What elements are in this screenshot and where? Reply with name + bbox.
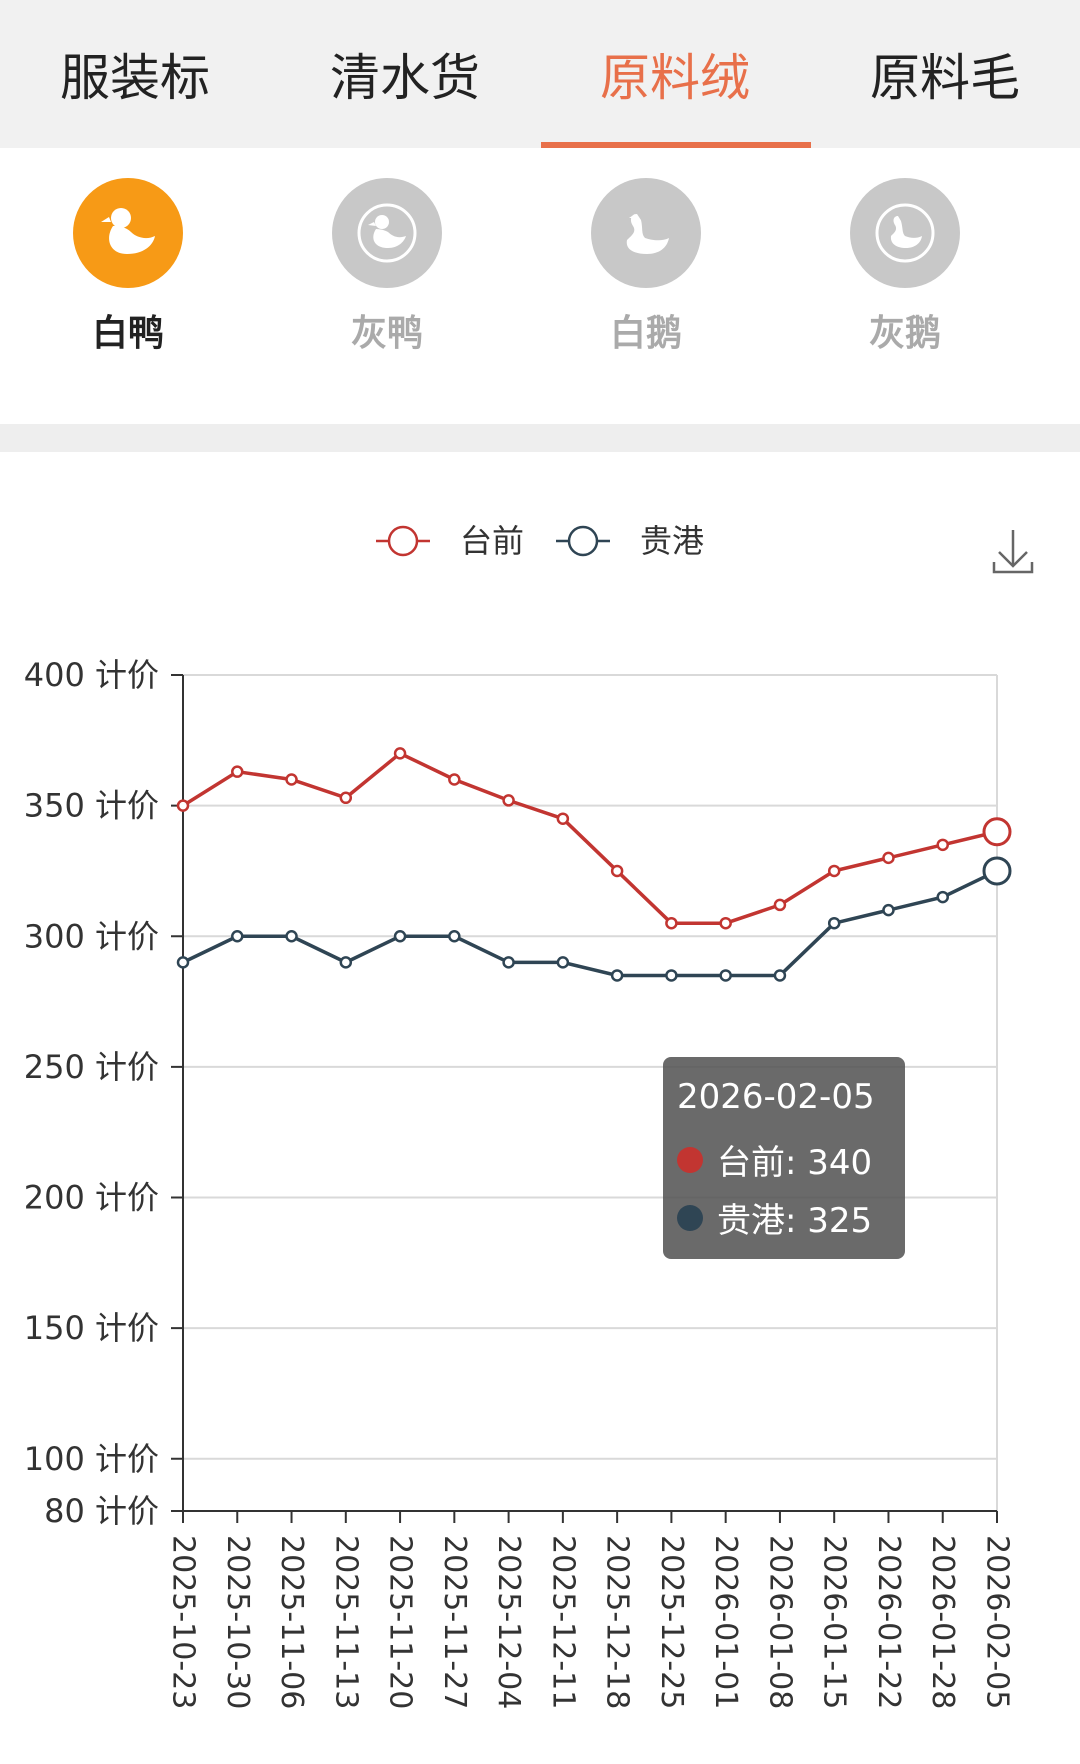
goose-icon [591, 178, 701, 288]
x-tick-label: 2025-12-25 [654, 1535, 689, 1709]
category-grey-duck[interactable]: 灰鸭 [307, 178, 467, 356]
y-tick-label: 80 计价 [44, 1492, 159, 1530]
y-tick-label: 150 计价 [24, 1309, 159, 1347]
data-point [827, 864, 841, 878]
category-label: 灰鹅 [868, 313, 941, 354]
series-dot [677, 1146, 703, 1173]
category-white-duck[interactable]: 白鸭 [48, 178, 208, 356]
data-point [502, 956, 515, 969]
category-label: 白鹅 [609, 313, 682, 354]
legend-item-series-2[interactable]: 贵港 [556, 522, 704, 560]
data-point [393, 930, 407, 943]
data-point [176, 956, 190, 969]
category-white-goose[interactable]: 白鹅 [566, 178, 726, 356]
data-point [448, 773, 461, 786]
legend[interactable]: 台前 贵港 [376, 522, 704, 560]
x-tick-label: 2025-12-11 [545, 1535, 580, 1709]
data-point [773, 898, 787, 912]
y-tick-label: 400 计价 [24, 656, 159, 694]
x-tick-label: 2025-11-06 [274, 1535, 309, 1709]
data-point [285, 773, 298, 786]
data-point [393, 747, 407, 760]
y-tick-label: 100 计价 [24, 1440, 159, 1478]
data-point [556, 812, 570, 825]
legend-label: 贵港 [640, 522, 704, 560]
data-point [231, 930, 244, 943]
data-point [936, 838, 949, 852]
x-tick-label: 2026-01-15 [817, 1535, 852, 1709]
x-tick-label: 2025-11-27 [437, 1535, 472, 1709]
data-point [882, 851, 895, 865]
series-line [182, 751, 998, 925]
data-point [556, 956, 570, 969]
chart-tooltip: 2026-02-05 台前: 340 贵港: 325 [663, 1057, 905, 1259]
y-tick-label: 300 计价 [24, 917, 159, 955]
active-tab-indicator [541, 142, 811, 148]
legend-item-series-1[interactable]: 台前 [376, 522, 524, 560]
y-tick-label: 250 计价 [24, 1048, 159, 1086]
y-tick-label: 350 计价 [24, 787, 159, 825]
data-point [339, 791, 353, 805]
y-tick-label: 200 计价 [24, 1179, 159, 1217]
data-point [231, 765, 244, 778]
data-point [882, 903, 895, 917]
x-tick-label: 2026-01-08 [762, 1535, 797, 1709]
download-icon[interactable] [992, 530, 1034, 574]
data-point [610, 969, 624, 982]
data-point [773, 969, 787, 982]
section-divider [0, 424, 1080, 452]
x-tick-label: 2025-11-20 [383, 1535, 418, 1709]
legend-label: 台前 [460, 522, 524, 560]
legend-marker [387, 525, 419, 557]
x-tick-label: 2026-02-05 [980, 1535, 1015, 1709]
data-point [936, 890, 949, 904]
data-point [502, 794, 515, 807]
tab-raw-feather[interactable]: 原料毛 [870, 49, 1020, 107]
tab-washed-goods[interactable]: 清水货 [330, 49, 480, 107]
x-tick-label: 2025-11-13 [328, 1535, 363, 1709]
x-tick-label: 2025-12-18 [600, 1535, 635, 1709]
x-tick-label: 2026-01-28 [925, 1535, 960, 1709]
data-point [285, 930, 298, 943]
tooltip-row: 台前: 340 [677, 1135, 872, 1184]
data-point [719, 916, 732, 930]
data-point [176, 799, 190, 812]
tab-raw-down[interactable]: 原料绒 [600, 49, 750, 107]
category-label: 灰鸭 [350, 313, 423, 354]
data-point [719, 969, 732, 982]
category-selector: 白鸭 灰鸭 白鹅 灰鹅 [0, 148, 1080, 424]
x-tick-label: 2025-12-04 [491, 1535, 526, 1709]
x-tick-label: 2026-01-22 [871, 1535, 906, 1709]
tooltip-row-text: 贵港: 325 [717, 1201, 873, 1241]
tab-clothing-grade[interactable]: 服装标 [60, 49, 210, 107]
goose-icon [850, 178, 960, 288]
data-point [339, 956, 353, 969]
price-line-chart: 80 计价 100 计价 150 计价 200 计价 250 计价 300 计价 350 计… [24, 522, 1034, 1709]
top-tab-bar: 服装标 清水货 原料绒 原料毛 [0, 0, 1080, 148]
data-point [982, 817, 1012, 847]
x-tick-label: 2026-01-01 [708, 1535, 743, 1709]
data-point [665, 916, 678, 930]
data-point [827, 916, 841, 930]
tooltip-title: 2026-02-05 [677, 1077, 875, 1117]
tooltip-row-text: 台前: 340 [717, 1143, 873, 1183]
x-tick-label: 2025-10-23 [166, 1535, 201, 1709]
category-label: 白鸭 [91, 313, 164, 354]
duck-icon [332, 178, 442, 288]
data-point [982, 856, 1012, 886]
legend-marker [567, 525, 599, 557]
duck-icon [73, 178, 183, 288]
tooltip-row: 贵港: 325 [677, 1193, 872, 1242]
data-point [610, 864, 624, 878]
data-point [448, 930, 461, 943]
data-point [665, 969, 678, 982]
category-grey-goose[interactable]: 灰鹅 [825, 178, 985, 356]
series-line [182, 869, 998, 978]
x-tick-label: 2025-10-30 [220, 1535, 255, 1709]
series-dot [677, 1204, 703, 1231]
